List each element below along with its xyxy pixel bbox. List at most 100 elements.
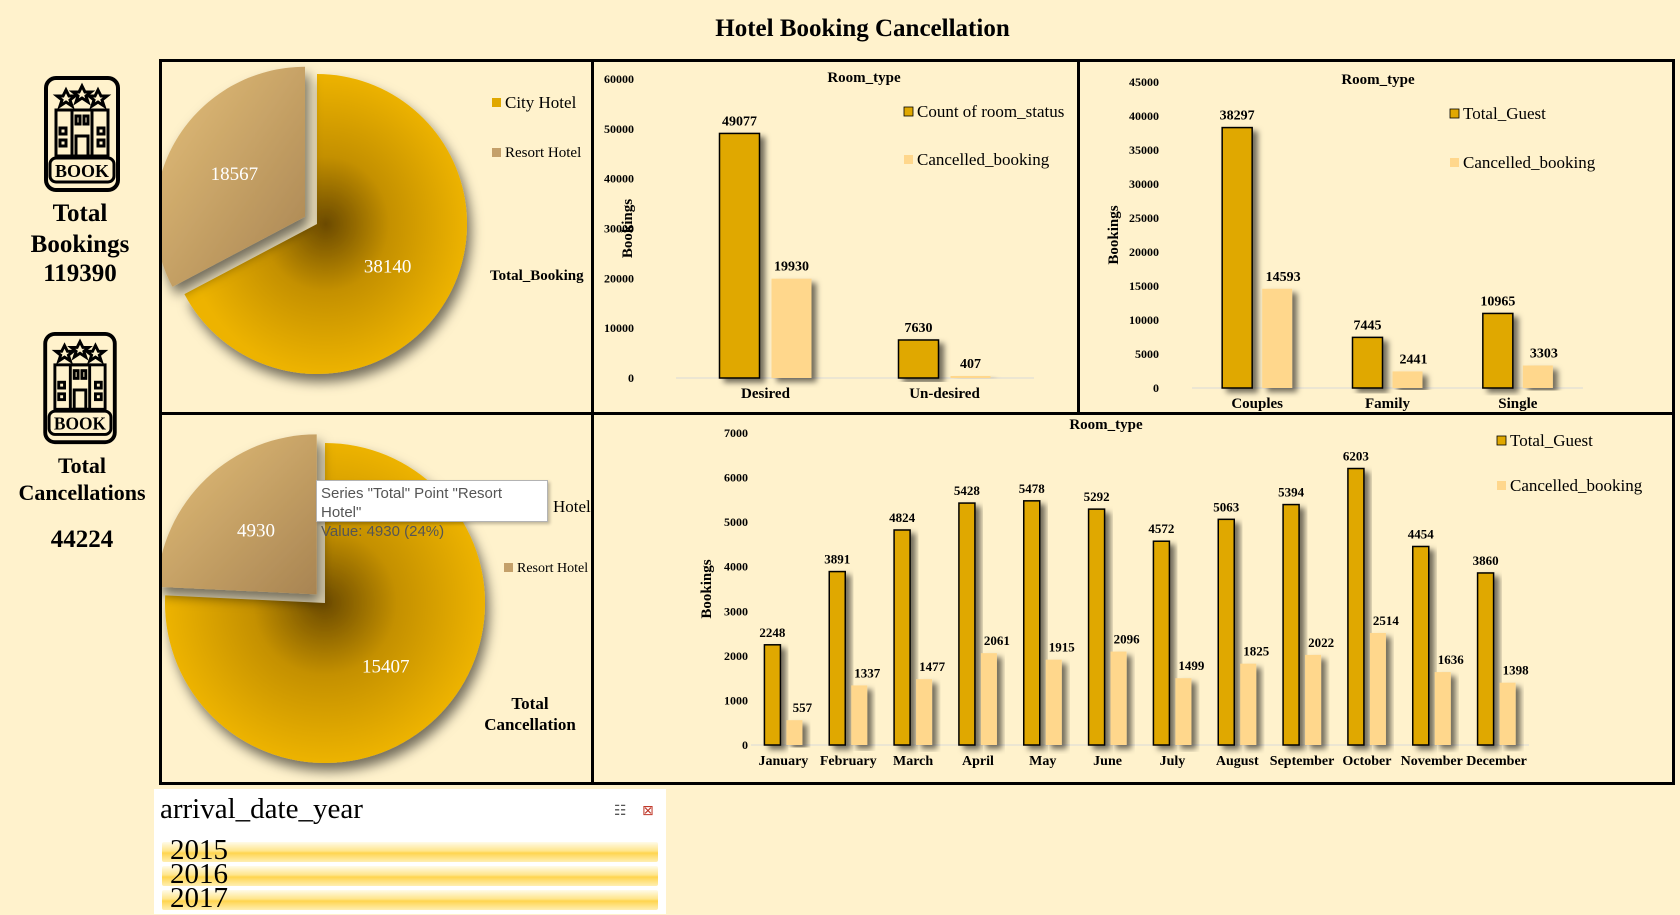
- guest-type-bar-chart: Room_type Bookings 0 5000 10000 15000 20000 250…: [1106, 72, 1596, 412]
- cancellations-pie-chart: 15407 4930 Hotel Resort Hotel Total Cancellat…: [162, 434, 591, 763]
- y-tick-label: 6000: [724, 471, 748, 485]
- series-name-label: Total: [511, 694, 548, 713]
- y-tick-label: 5000: [1135, 347, 1159, 361]
- bar-data-label: 5292: [1084, 489, 1110, 504]
- legend-hotel: Hotel: [553, 497, 591, 516]
- bar-data-label: 49077: [722, 114, 757, 129]
- bar-cancelled: [1262, 288, 1293, 388]
- y-tick-label: 50000: [604, 122, 634, 136]
- legend-entry: Cancelled_booking: [917, 150, 1050, 169]
- bar-cancelled: [980, 653, 997, 745]
- legend-swatch: [1450, 158, 1459, 167]
- x-tick-label: Family: [1365, 396, 1410, 412]
- y-axis-label: Bookings: [620, 199, 636, 258]
- bar-data-label: 1915: [1049, 640, 1076, 655]
- hotel-book-icon: BOOK: [43, 332, 117, 445]
- year-slicer[interactable]: arrival_date_year ☷ ⊠ 2015 2016 2017: [154, 789, 666, 914]
- room-status-bar-chart: Room_type Bookings 0 10000 20000 30000 40000 50…: [604, 70, 1064, 402]
- slicer-title: arrival_date_year: [160, 793, 363, 825]
- legend-entry: Cancelled_booking: [1510, 476, 1643, 495]
- bar-data-label: 2441: [1400, 352, 1428, 367]
- bar-data-label: 2514: [1373, 613, 1400, 628]
- y-tick-label: 5000: [724, 515, 748, 529]
- bar-primary: [1087, 508, 1106, 746]
- bar-data-label: 5478: [1019, 481, 1046, 496]
- x-tick-label: November: [1401, 754, 1463, 769]
- bar-primary: [1476, 572, 1495, 746]
- bar-data-label: 10965: [1480, 294, 1515, 309]
- y-tick-label: 60000: [604, 72, 634, 86]
- bar-primary: [828, 570, 846, 746]
- legend-swatch: [492, 98, 501, 107]
- legend-entry: Count of room_status: [917, 102, 1064, 121]
- pie-slice-city-hotel: [165, 443, 486, 763]
- total-bookings-label: Total Bookings: [30, 200, 130, 258]
- y-tick-label: 0: [628, 371, 634, 385]
- y-tick-label: 25000: [1129, 211, 1159, 225]
- x-tick-label: October: [1342, 754, 1391, 769]
- bar-data-label: 5394: [1278, 485, 1305, 500]
- pie-slice-city-hotel: [184, 74, 467, 374]
- monthly-chart-panel: Room_type Bookings 0 1000 2000 3000 4000 5000 60…: [591, 412, 1675, 785]
- bar-cancelled: [1522, 365, 1553, 388]
- y-tick-label: 40000: [1129, 109, 1159, 123]
- y-tick-label: 35000: [1129, 143, 1159, 157]
- bar-primary: [1412, 545, 1430, 746]
- slicer-item-2016[interactable]: 2016: [162, 858, 658, 890]
- bar-data-label: 2248: [759, 625, 786, 640]
- svg-text:BOOK: BOOK: [55, 161, 109, 181]
- bar-data-label: 5428: [954, 483, 981, 498]
- bar-data-label: 3891: [824, 552, 850, 567]
- pie-data-label: 15407: [362, 657, 410, 678]
- bar-primary: [897, 339, 940, 379]
- bar-primary: [893, 529, 911, 746]
- x-tick-label: Single: [1498, 396, 1538, 412]
- chart-title: Room_type: [1069, 417, 1143, 433]
- bar-data-label: 7630: [905, 321, 933, 336]
- x-tick-label: January: [759, 754, 809, 769]
- bar-cancelled: [916, 679, 933, 745]
- bar-data-label: 19930: [774, 260, 809, 275]
- svg-text:BOOK: BOOK: [54, 415, 107, 434]
- bar-data-label: 1477: [919, 659, 946, 674]
- total-bookings-value: 119390: [43, 260, 117, 287]
- y-axis-label: Bookings: [699, 559, 715, 618]
- x-tick-label: August: [1216, 754, 1259, 769]
- pie-slice-resort-hotel: [162, 66, 306, 287]
- bar-primary: [1347, 467, 1365, 746]
- legend-entry: Cancelled_booking: [1463, 153, 1596, 172]
- slicer-item-2015[interactable]: 2015: [162, 834, 658, 866]
- pie-slice-resort-hotel: [162, 434, 317, 595]
- x-tick-label: Un-desired: [909, 386, 980, 402]
- bar-data-label: 1636: [1438, 652, 1465, 667]
- legend-city-hotel: City Hotel: [505, 93, 577, 112]
- bar-cancelled: [1240, 663, 1257, 745]
- bar-data-label: 3860: [1473, 553, 1499, 568]
- bar-cancelled: [1305, 654, 1322, 745]
- x-tick-label: July: [1160, 754, 1186, 769]
- multi-select-icon[interactable]: ☷: [614, 803, 627, 819]
- chart-tooltip: Series "Total" Point "Resort Hotel" Valu…: [316, 480, 548, 540]
- y-tick-label: 20000: [604, 271, 634, 285]
- legend-swatch: [504, 563, 513, 572]
- slicer-item-2017[interactable]: 2017: [162, 882, 658, 914]
- bar-primary: [1282, 503, 1300, 746]
- bar-data-label: 557: [793, 700, 813, 715]
- bar-cancelled: [1434, 672, 1451, 745]
- bar-data-label: 14593: [1266, 270, 1301, 285]
- y-tick-label: 20000: [1129, 245, 1159, 259]
- bar-data-label: 1499: [1178, 658, 1205, 673]
- y-tick-label: 10000: [604, 321, 634, 335]
- bar-primary: [1482, 312, 1514, 389]
- bar-data-label: 2061: [984, 633, 1010, 648]
- bar-cancelled: [1045, 659, 1062, 745]
- pie-data-label: 4930: [237, 521, 275, 542]
- bar-data-label: 6203: [1343, 449, 1370, 464]
- bar-primary: [1351, 336, 1384, 389]
- total-cancellations-value: 44224: [50, 526, 114, 553]
- clear-filter-icon[interactable]: ⊠: [642, 803, 654, 819]
- x-tick-label: Desired: [741, 386, 791, 402]
- bookings-pie-chart: 38140 18567 City Hotel Resort Hotel Total_Bo…: [162, 66, 584, 374]
- bar-data-label: 2096: [1114, 632, 1141, 647]
- total-cancellations-label: Total Cancellations: [18, 453, 146, 505]
